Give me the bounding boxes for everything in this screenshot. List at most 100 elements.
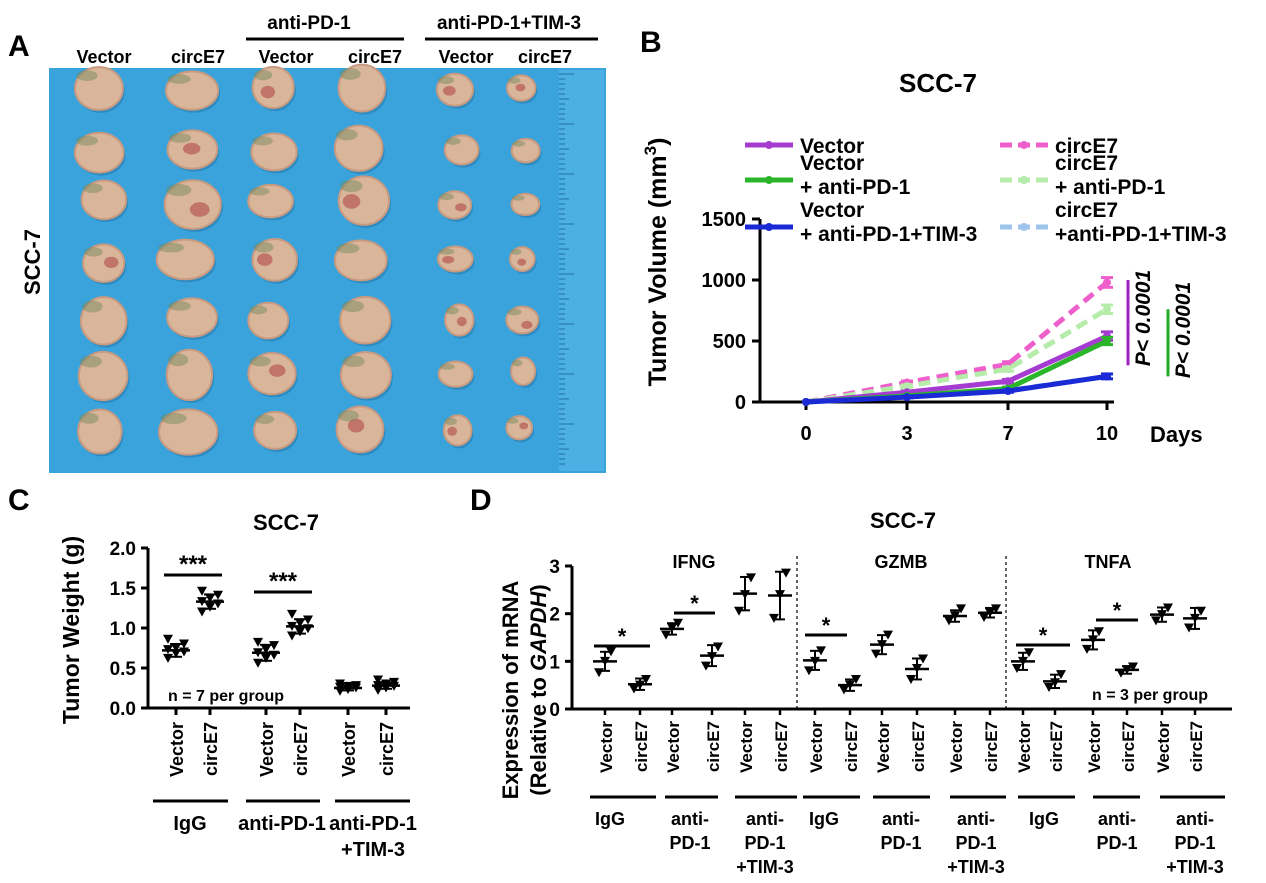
significance-star: * bbox=[822, 613, 831, 638]
significance-star: * bbox=[1039, 623, 1048, 648]
tumor-tissue bbox=[510, 248, 522, 255]
data-point bbox=[740, 590, 750, 600]
tumor-tissue bbox=[249, 305, 268, 315]
tumor bbox=[510, 137, 541, 164]
tumor-blood-spot bbox=[347, 418, 365, 433]
tumor-tissue bbox=[167, 353, 189, 367]
tumor-tissue bbox=[253, 69, 273, 81]
data-point bbox=[269, 650, 279, 660]
data-point bbox=[956, 604, 966, 614]
data-point bbox=[802, 398, 810, 406]
data-point bbox=[906, 674, 916, 684]
significance-stars: *** bbox=[269, 568, 298, 595]
tumor bbox=[505, 415, 534, 441]
data-point bbox=[883, 630, 893, 640]
tumor-blood-spot bbox=[342, 194, 361, 209]
data-point bbox=[1024, 648, 1034, 658]
x-tick-label: Vector bbox=[664, 721, 683, 773]
chart-title: SCC-7 bbox=[253, 510, 319, 535]
data-point bbox=[1184, 623, 1194, 633]
y-tick-label: 3 bbox=[549, 557, 560, 578]
data-point bbox=[1190, 613, 1200, 623]
tumor-weight-chart: SCC-7 Tumor Weight (g) 0.0 0.5 1.0 1.5 2.0 Vect… bbox=[58, 510, 417, 861]
tumor-tissue bbox=[444, 417, 457, 426]
panel-label-b: B bbox=[640, 26, 662, 59]
x-axis-label: Days bbox=[1150, 422, 1203, 447]
data-point bbox=[775, 590, 785, 600]
y-axis-label-2-part: GAPDH bbox=[526, 590, 551, 671]
data-point bbox=[629, 684, 639, 694]
x-tick-label: circE7 bbox=[842, 721, 861, 772]
group-label: anti- bbox=[957, 809, 995, 829]
data-point bbox=[734, 606, 744, 616]
tumor bbox=[73, 66, 124, 111]
x-tick-label: Vector bbox=[874, 721, 893, 773]
tumor bbox=[437, 360, 474, 388]
group-label: IgG bbox=[595, 809, 625, 829]
mrna-expression-chart: SCC-7 Expression of mRNA (Relative to GAPD… bbox=[498, 508, 1232, 877]
panel-d: D SCC-7 Expression of mRNA (Relative to GA… bbox=[470, 484, 1232, 877]
legend-label: + anti-PD-1+TIM-3 bbox=[800, 223, 977, 246]
data-point bbox=[1004, 365, 1012, 374]
tumor-tissue bbox=[79, 355, 102, 368]
column-label-circe7: circE7 bbox=[518, 47, 572, 67]
tumor bbox=[339, 351, 392, 399]
y-tick-label: 0 bbox=[735, 392, 746, 414]
y-axis-label-2: (Relative to GAPDH) bbox=[526, 584, 551, 795]
tumor bbox=[510, 192, 541, 217]
x-tick-label: Vector bbox=[597, 721, 616, 773]
x-tick-label: 7 bbox=[1002, 423, 1013, 445]
tumor bbox=[251, 65, 295, 110]
gene-label-ifng: IFNG bbox=[673, 552, 716, 572]
data-point bbox=[335, 679, 345, 689]
y-axis-label: Tumor Volume (mm3) bbox=[641, 138, 672, 387]
data-point bbox=[287, 609, 297, 619]
legend-marker bbox=[1020, 223, 1028, 231]
y-tick-label: 2.0 bbox=[110, 539, 136, 560]
tumor bbox=[157, 408, 219, 456]
data-point bbox=[253, 637, 263, 647]
column-label-vector: Vector bbox=[258, 47, 313, 67]
data-point bbox=[343, 681, 353, 691]
group-label: +TIM-3 bbox=[1166, 857, 1224, 877]
panel-a-group1-title: anti-PD-1 bbox=[267, 13, 351, 34]
data-point bbox=[163, 634, 173, 644]
x-tick-label: Vector bbox=[1154, 721, 1173, 773]
group-label-anti-pd1-tim3: +TIM-3 bbox=[341, 839, 405, 861]
tumor-blood-spot bbox=[260, 85, 276, 99]
data-point bbox=[1103, 337, 1111, 345]
data-point bbox=[373, 675, 383, 685]
x-tick-label: circE7 bbox=[291, 722, 311, 776]
group-label: +TIM-3 bbox=[947, 857, 1005, 877]
data-point bbox=[594, 668, 604, 678]
x-tick-label: Vector bbox=[1015, 721, 1034, 773]
significance-stars: *** bbox=[179, 551, 208, 578]
tumor-tissue bbox=[511, 359, 523, 367]
y-axis-label-2-part: ) bbox=[526, 584, 551, 591]
tumor-tissue bbox=[166, 183, 192, 197]
data-point bbox=[769, 613, 779, 623]
panel-a-group2-title: anti-PD-1+TIM-3 bbox=[437, 13, 581, 34]
column-label-vector: Vector bbox=[438, 47, 493, 67]
group-label: PD-1 bbox=[669, 833, 710, 853]
group-label: +TIM-3 bbox=[736, 857, 794, 877]
tumor bbox=[79, 296, 128, 346]
data-point bbox=[213, 590, 223, 600]
column-label-circe7: circE7 bbox=[348, 47, 402, 67]
column-label-vector: Vector bbox=[76, 47, 131, 67]
tumor-tissue bbox=[249, 187, 270, 196]
tumor-blood-spot bbox=[182, 142, 201, 155]
data-point bbox=[1103, 372, 1111, 381]
data-point bbox=[261, 653, 271, 663]
tumor-tissue bbox=[507, 417, 519, 424]
y-axis-label-close: ) bbox=[644, 138, 672, 146]
data-point bbox=[303, 615, 313, 625]
tumor-blood-spot bbox=[189, 202, 210, 217]
group-label: anti- bbox=[1098, 809, 1136, 829]
chart-title: SCC-7 bbox=[870, 508, 936, 533]
data-point bbox=[1103, 278, 1111, 287]
tumor bbox=[77, 408, 123, 455]
tumor bbox=[82, 243, 126, 284]
data-point bbox=[1012, 663, 1022, 673]
